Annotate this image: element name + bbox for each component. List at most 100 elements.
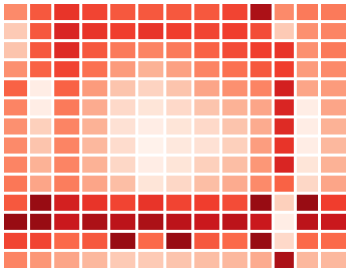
FancyBboxPatch shape bbox=[297, 99, 318, 115]
FancyBboxPatch shape bbox=[4, 80, 27, 96]
FancyBboxPatch shape bbox=[274, 80, 294, 96]
FancyBboxPatch shape bbox=[321, 118, 346, 134]
FancyBboxPatch shape bbox=[166, 118, 191, 134]
FancyBboxPatch shape bbox=[194, 99, 219, 115]
FancyBboxPatch shape bbox=[4, 195, 27, 211]
FancyBboxPatch shape bbox=[110, 118, 135, 134]
FancyBboxPatch shape bbox=[321, 214, 346, 230]
FancyBboxPatch shape bbox=[166, 80, 191, 96]
FancyBboxPatch shape bbox=[274, 233, 294, 249]
FancyBboxPatch shape bbox=[110, 4, 135, 20]
FancyBboxPatch shape bbox=[250, 176, 272, 192]
FancyBboxPatch shape bbox=[110, 195, 135, 211]
FancyBboxPatch shape bbox=[250, 4, 272, 20]
FancyBboxPatch shape bbox=[110, 61, 135, 77]
FancyBboxPatch shape bbox=[274, 42, 294, 58]
FancyBboxPatch shape bbox=[82, 42, 107, 58]
FancyBboxPatch shape bbox=[110, 233, 135, 249]
FancyBboxPatch shape bbox=[138, 233, 163, 249]
FancyBboxPatch shape bbox=[30, 23, 51, 39]
FancyBboxPatch shape bbox=[166, 23, 191, 39]
FancyBboxPatch shape bbox=[138, 138, 163, 154]
FancyBboxPatch shape bbox=[138, 252, 163, 268]
FancyBboxPatch shape bbox=[110, 23, 135, 39]
FancyBboxPatch shape bbox=[110, 157, 135, 173]
FancyBboxPatch shape bbox=[4, 61, 27, 77]
FancyBboxPatch shape bbox=[30, 195, 51, 211]
FancyBboxPatch shape bbox=[166, 138, 191, 154]
FancyBboxPatch shape bbox=[250, 99, 272, 115]
FancyBboxPatch shape bbox=[297, 118, 318, 134]
FancyBboxPatch shape bbox=[250, 233, 272, 249]
FancyBboxPatch shape bbox=[274, 23, 294, 39]
FancyBboxPatch shape bbox=[110, 99, 135, 115]
FancyBboxPatch shape bbox=[222, 195, 247, 211]
FancyBboxPatch shape bbox=[222, 99, 247, 115]
FancyBboxPatch shape bbox=[194, 176, 219, 192]
FancyBboxPatch shape bbox=[274, 118, 294, 134]
FancyBboxPatch shape bbox=[166, 4, 191, 20]
FancyBboxPatch shape bbox=[110, 176, 135, 192]
FancyBboxPatch shape bbox=[297, 138, 318, 154]
FancyBboxPatch shape bbox=[222, 80, 247, 96]
FancyBboxPatch shape bbox=[297, 252, 318, 268]
FancyBboxPatch shape bbox=[250, 118, 272, 134]
FancyBboxPatch shape bbox=[54, 138, 79, 154]
FancyBboxPatch shape bbox=[30, 252, 51, 268]
FancyBboxPatch shape bbox=[274, 61, 294, 77]
FancyBboxPatch shape bbox=[54, 176, 79, 192]
FancyBboxPatch shape bbox=[297, 80, 318, 96]
FancyBboxPatch shape bbox=[297, 23, 318, 39]
FancyBboxPatch shape bbox=[274, 138, 294, 154]
FancyBboxPatch shape bbox=[222, 214, 247, 230]
FancyBboxPatch shape bbox=[54, 4, 79, 20]
FancyBboxPatch shape bbox=[166, 99, 191, 115]
FancyBboxPatch shape bbox=[321, 61, 346, 77]
FancyBboxPatch shape bbox=[54, 80, 79, 96]
FancyBboxPatch shape bbox=[82, 214, 107, 230]
FancyBboxPatch shape bbox=[321, 233, 346, 249]
FancyBboxPatch shape bbox=[82, 233, 107, 249]
FancyBboxPatch shape bbox=[321, 80, 346, 96]
FancyBboxPatch shape bbox=[297, 176, 318, 192]
FancyBboxPatch shape bbox=[194, 61, 219, 77]
FancyBboxPatch shape bbox=[321, 252, 346, 268]
FancyBboxPatch shape bbox=[4, 42, 27, 58]
FancyBboxPatch shape bbox=[166, 195, 191, 211]
FancyBboxPatch shape bbox=[110, 80, 135, 96]
FancyBboxPatch shape bbox=[274, 195, 294, 211]
FancyBboxPatch shape bbox=[54, 252, 79, 268]
FancyBboxPatch shape bbox=[138, 4, 163, 20]
FancyBboxPatch shape bbox=[194, 252, 219, 268]
FancyBboxPatch shape bbox=[321, 176, 346, 192]
FancyBboxPatch shape bbox=[138, 42, 163, 58]
FancyBboxPatch shape bbox=[30, 118, 51, 134]
FancyBboxPatch shape bbox=[82, 4, 107, 20]
FancyBboxPatch shape bbox=[250, 138, 272, 154]
FancyBboxPatch shape bbox=[54, 42, 79, 58]
FancyBboxPatch shape bbox=[222, 252, 247, 268]
FancyBboxPatch shape bbox=[194, 4, 219, 20]
FancyBboxPatch shape bbox=[297, 195, 318, 211]
FancyBboxPatch shape bbox=[138, 157, 163, 173]
FancyBboxPatch shape bbox=[321, 23, 346, 39]
FancyBboxPatch shape bbox=[30, 157, 51, 173]
FancyBboxPatch shape bbox=[194, 233, 219, 249]
FancyBboxPatch shape bbox=[54, 99, 79, 115]
FancyBboxPatch shape bbox=[222, 118, 247, 134]
FancyBboxPatch shape bbox=[250, 80, 272, 96]
FancyBboxPatch shape bbox=[194, 138, 219, 154]
FancyBboxPatch shape bbox=[194, 195, 219, 211]
FancyBboxPatch shape bbox=[54, 214, 79, 230]
FancyBboxPatch shape bbox=[194, 23, 219, 39]
FancyBboxPatch shape bbox=[166, 176, 191, 192]
FancyBboxPatch shape bbox=[138, 23, 163, 39]
FancyBboxPatch shape bbox=[297, 214, 318, 230]
FancyBboxPatch shape bbox=[82, 80, 107, 96]
FancyBboxPatch shape bbox=[30, 99, 51, 115]
FancyBboxPatch shape bbox=[30, 138, 51, 154]
FancyBboxPatch shape bbox=[138, 61, 163, 77]
FancyBboxPatch shape bbox=[82, 176, 107, 192]
FancyBboxPatch shape bbox=[274, 176, 294, 192]
FancyBboxPatch shape bbox=[110, 214, 135, 230]
